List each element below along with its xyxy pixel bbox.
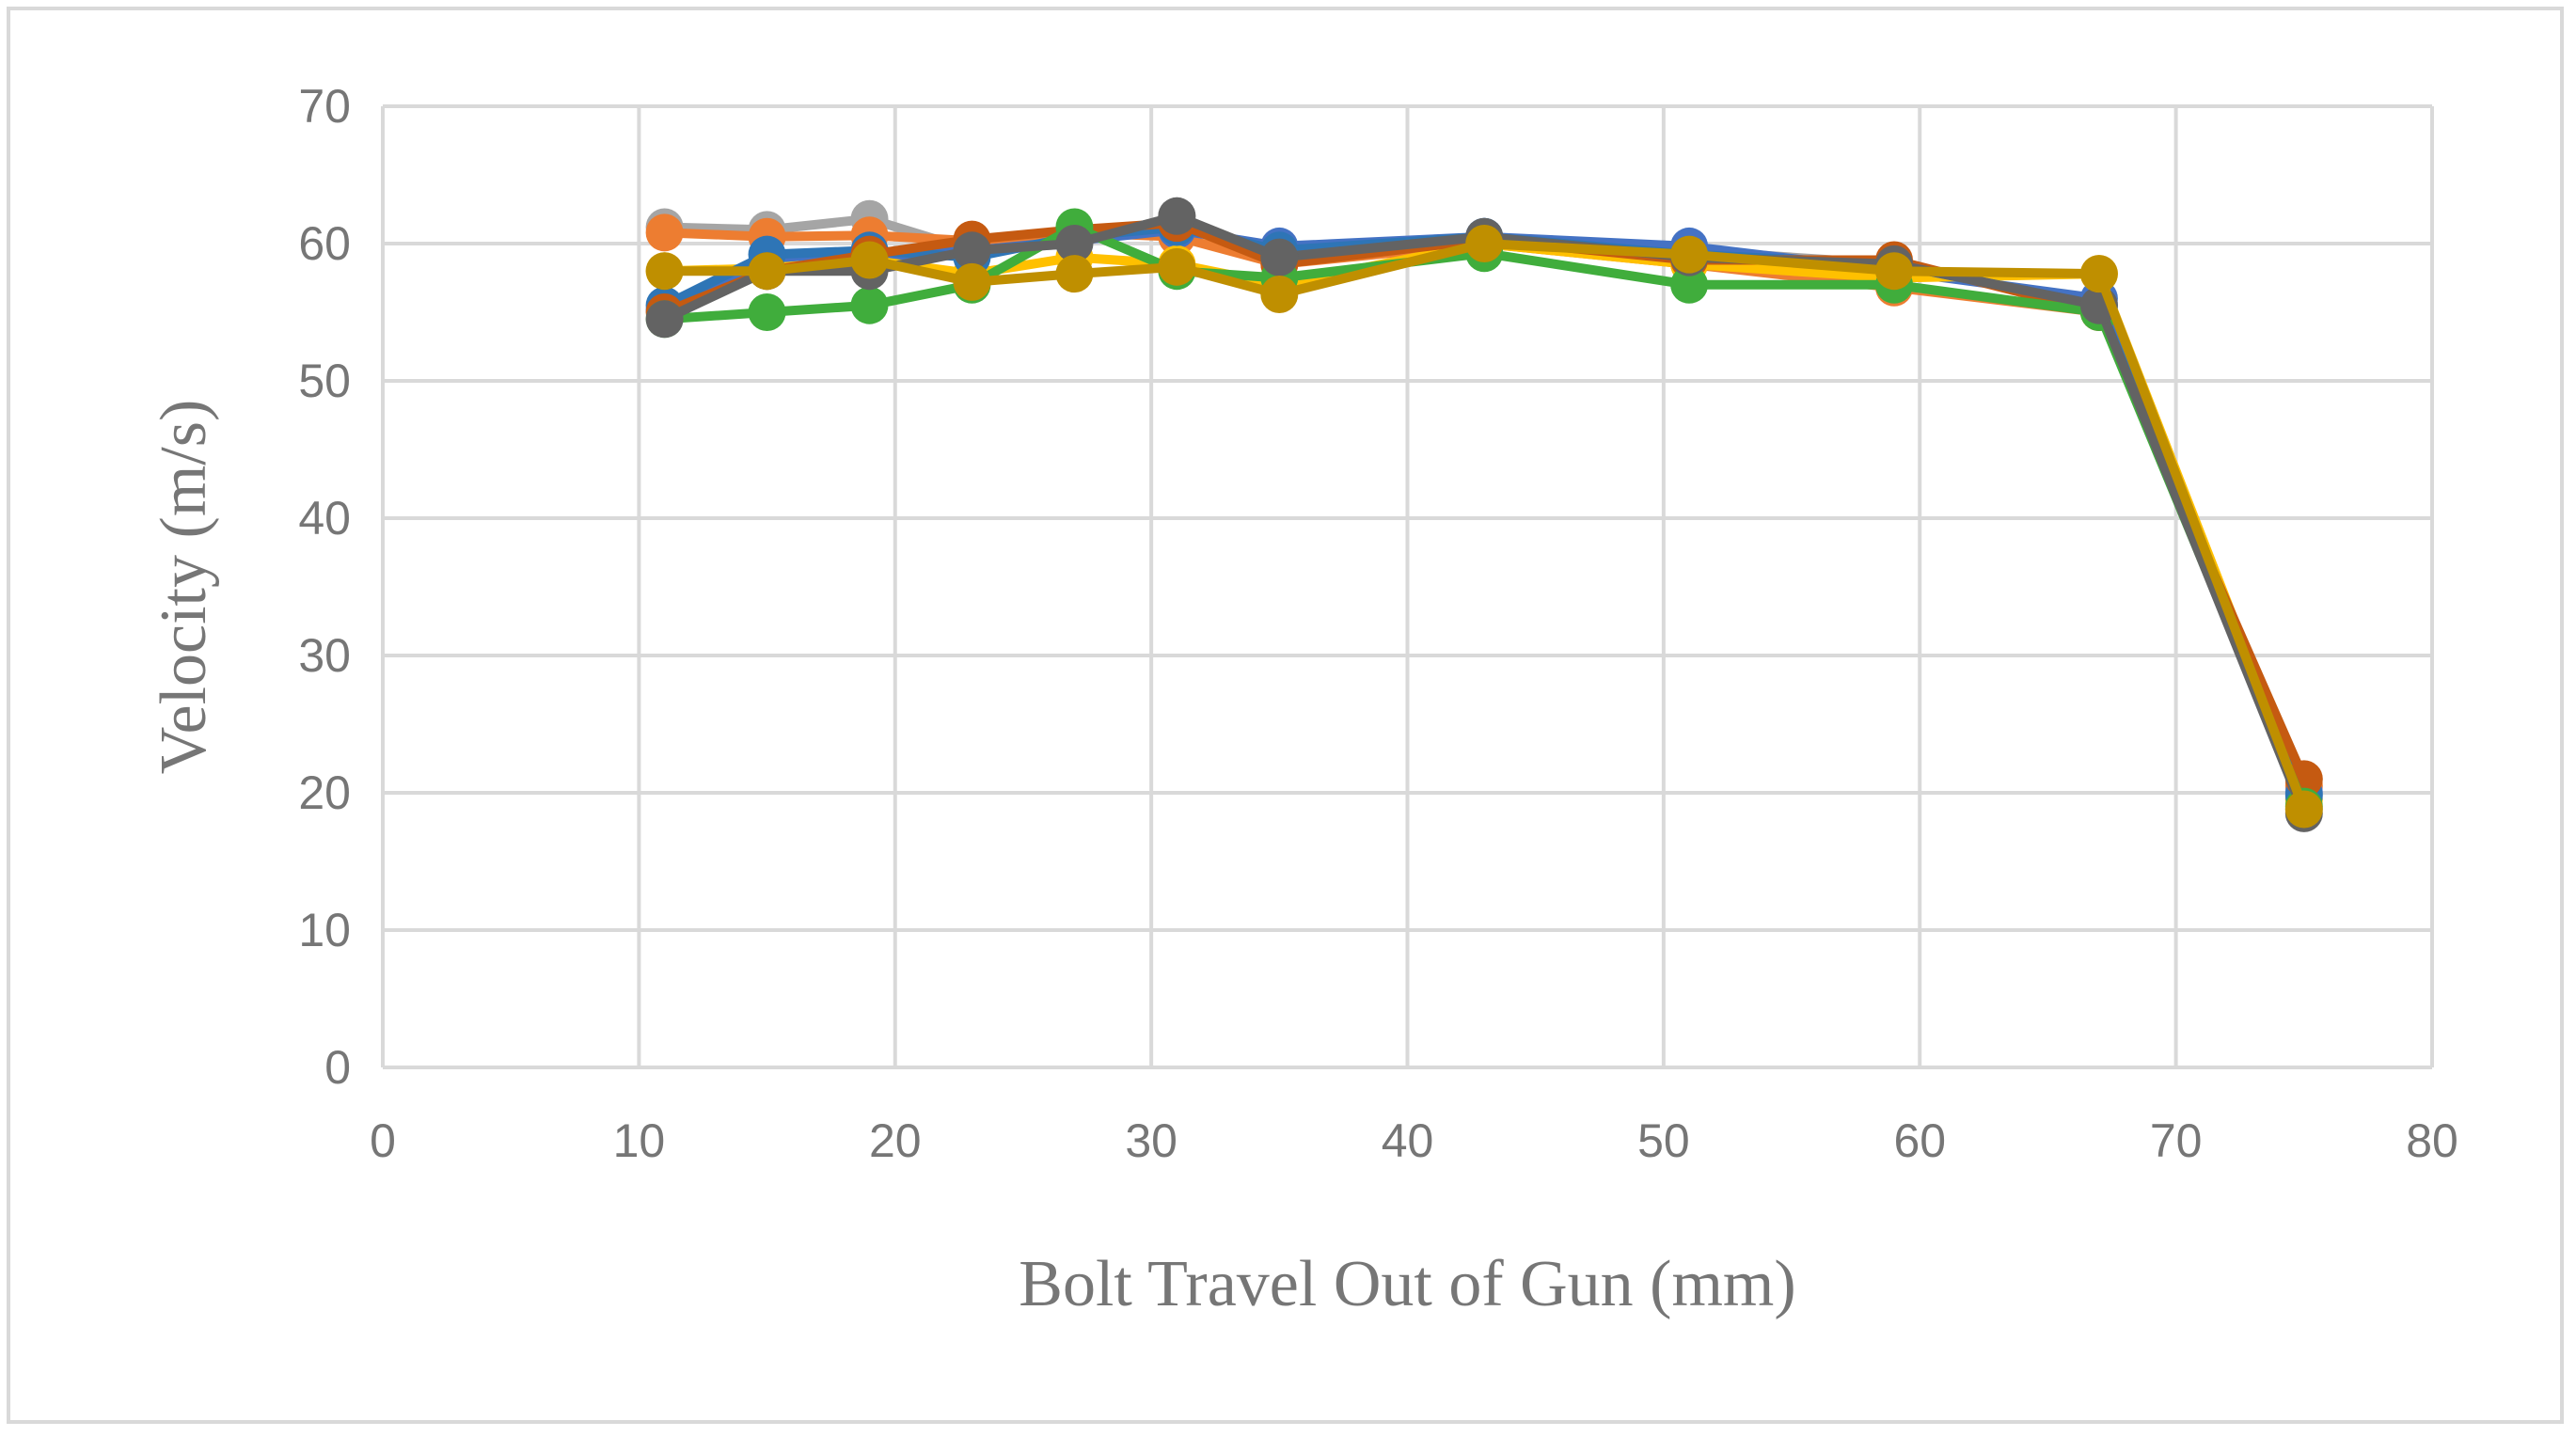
series-line bbox=[662, 222, 2309, 797]
data-point bbox=[748, 252, 786, 291]
data-point bbox=[645, 252, 684, 291]
y-tick-label: 70 bbox=[298, 80, 351, 133]
series-9 bbox=[645, 225, 2323, 829]
x-tick-label: 80 bbox=[2406, 1114, 2458, 1167]
y-tick-label: 20 bbox=[298, 766, 351, 819]
series-line bbox=[664, 239, 2309, 802]
x-tick-label: 0 bbox=[370, 1114, 396, 1167]
y-tick-label: 10 bbox=[298, 904, 351, 956]
data-point bbox=[645, 213, 684, 252]
data-point bbox=[850, 241, 889, 279]
data-point bbox=[850, 286, 889, 324]
data-point bbox=[953, 262, 991, 301]
x-tick-label: 60 bbox=[1893, 1114, 1946, 1167]
x-tick-label: 20 bbox=[869, 1114, 922, 1167]
data-point bbox=[1158, 247, 1196, 286]
series-line bbox=[664, 228, 2309, 788]
data-point bbox=[2284, 790, 2323, 829]
data-point bbox=[953, 231, 991, 270]
data-point bbox=[748, 293, 786, 331]
data-point bbox=[1875, 252, 1914, 291]
chart-frame: 0 10 20 30 40 50 60 70 0 10 20 30 40 50 60 70 80 Bolt Tr… bbox=[7, 7, 2564, 1424]
y-tick-label: 50 bbox=[298, 355, 351, 407]
velocity-line-chart: 0 10 20 30 40 50 60 70 0 10 20 30 40 50 60 70 80 Bolt Tr… bbox=[148, 80, 2458, 1320]
series-line bbox=[664, 239, 2309, 812]
data-point bbox=[645, 300, 684, 339]
data-point bbox=[1670, 265, 1709, 304]
x-tick-label: 40 bbox=[1382, 1114, 1434, 1167]
series-line bbox=[662, 225, 2309, 795]
x-axis-title: Bolt Travel Out of Gun (mm) bbox=[1019, 1248, 1795, 1320]
data-point bbox=[1670, 235, 1709, 274]
y-tick-label: 40 bbox=[298, 492, 351, 545]
data-point bbox=[1055, 225, 1094, 262]
x-tick-label: 70 bbox=[2150, 1114, 2203, 1167]
tick-labels: 0 10 20 30 40 50 60 70 0 10 20 30 40 50 60 70 80 bbox=[298, 80, 2457, 1167]
x-tick-label: 30 bbox=[1125, 1114, 1177, 1167]
series-layer bbox=[645, 197, 2323, 832]
series-4 bbox=[645, 225, 2323, 819]
y-tick-label: 0 bbox=[324, 1041, 351, 1094]
data-point bbox=[2079, 255, 2118, 293]
x-tick-label: 10 bbox=[613, 1114, 666, 1167]
data-point bbox=[1260, 276, 1299, 314]
axes bbox=[381, 106, 2432, 1069]
data-point bbox=[1465, 225, 1504, 262]
data-point bbox=[1158, 197, 1196, 235]
y-tick-label: 60 bbox=[298, 217, 351, 270]
data-point bbox=[1055, 255, 1094, 293]
y-tick-label: 30 bbox=[298, 629, 351, 682]
data-point bbox=[1260, 238, 1299, 276]
y-axis-title: Velocity (m/s) bbox=[148, 400, 220, 775]
x-tick-label: 50 bbox=[1637, 1114, 1690, 1167]
